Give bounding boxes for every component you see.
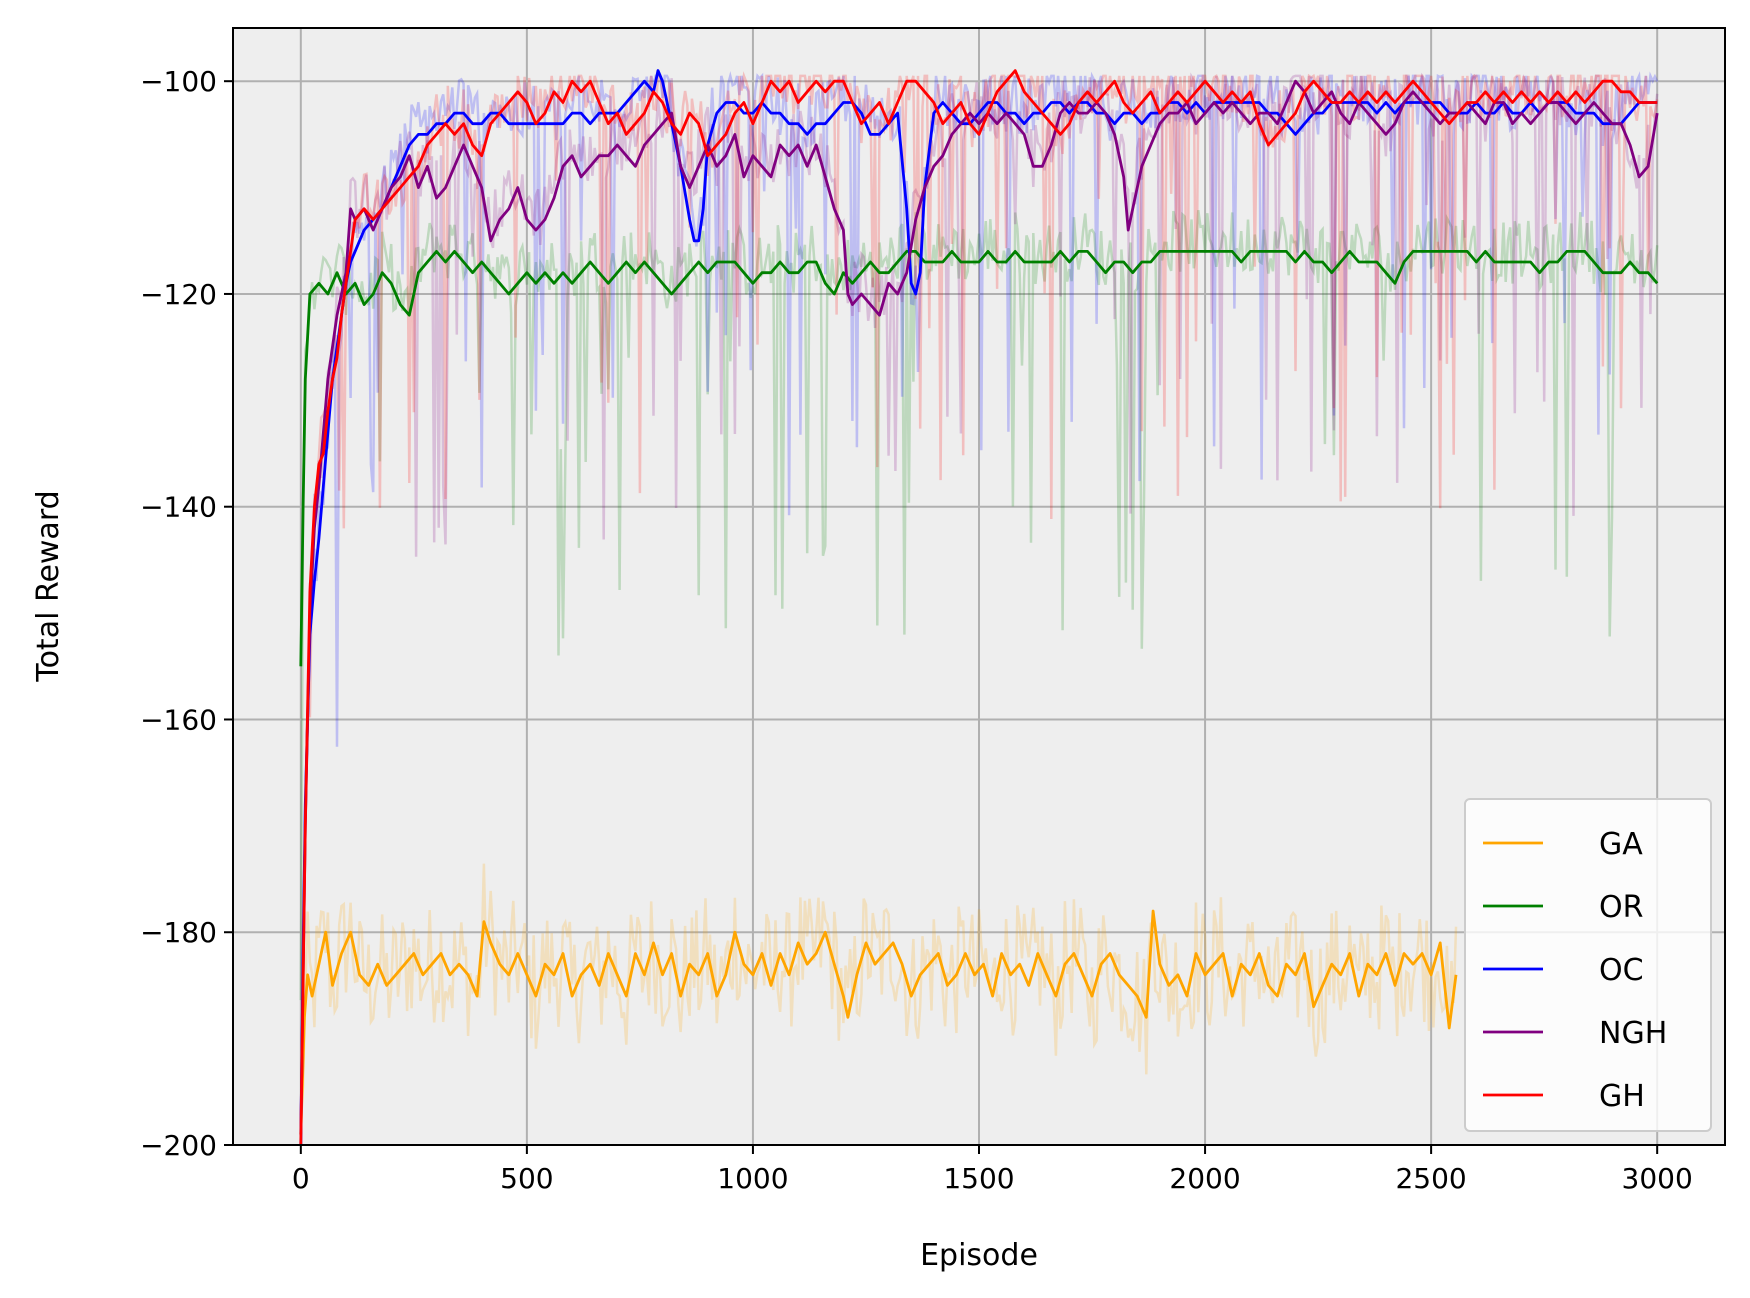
series-line-gh: [299, 69, 1658, 1146]
x-tick-label-6: 3000: [1622, 1162, 1693, 1195]
x-tick-label-1: 500: [500, 1162, 553, 1195]
x-axis-ticks: 0 500 1000 1500 2000 2500 3000: [292, 1145, 1693, 1195]
y-axis-ticks: −200 −180 −160 −140 −120 −100: [140, 65, 233, 1162]
x-axis-label: Episode: [920, 1238, 1038, 1273]
y-tick-label-2: −160: [140, 703, 217, 736]
legend-label-oc: OC: [1599, 953, 1644, 988]
y-tick-label-0: −200: [140, 1129, 217, 1162]
legend-label-gh: GH: [1599, 1079, 1645, 1114]
smoothed-reward-lines: [299, 69, 1659, 1146]
y-axis-label: Total Reward: [31, 490, 66, 682]
legend-label-ga: GA: [1599, 827, 1643, 862]
x-tick-label-0: 0: [292, 1162, 310, 1195]
legend-label-or: OR: [1599, 890, 1643, 925]
x-tick-label-3: 1500: [943, 1162, 1014, 1195]
legend-label-ngh: NGH: [1599, 1016, 1667, 1051]
y-tick-label-5: −100: [140, 65, 217, 98]
x-tick-label-5: 2500: [1395, 1162, 1466, 1195]
legend: GA OR OC NGH GH: [1464, 798, 1712, 1132]
series-line-ga: [299, 909, 1458, 1135]
legend-box: [1464, 798, 1712, 1132]
series-line-or: [299, 250, 1659, 667]
x-tick-label-2: 1000: [717, 1162, 788, 1195]
x-tick-label-4: 2000: [1169, 1162, 1240, 1195]
y-tick-label-3: −140: [140, 491, 217, 524]
series-line-ngh: [299, 79, 1659, 1135]
raw-line-or: [299, 210, 1659, 1001]
y-tick-label-1: −180: [140, 916, 217, 949]
y-tick-label-4: −120: [140, 278, 217, 311]
